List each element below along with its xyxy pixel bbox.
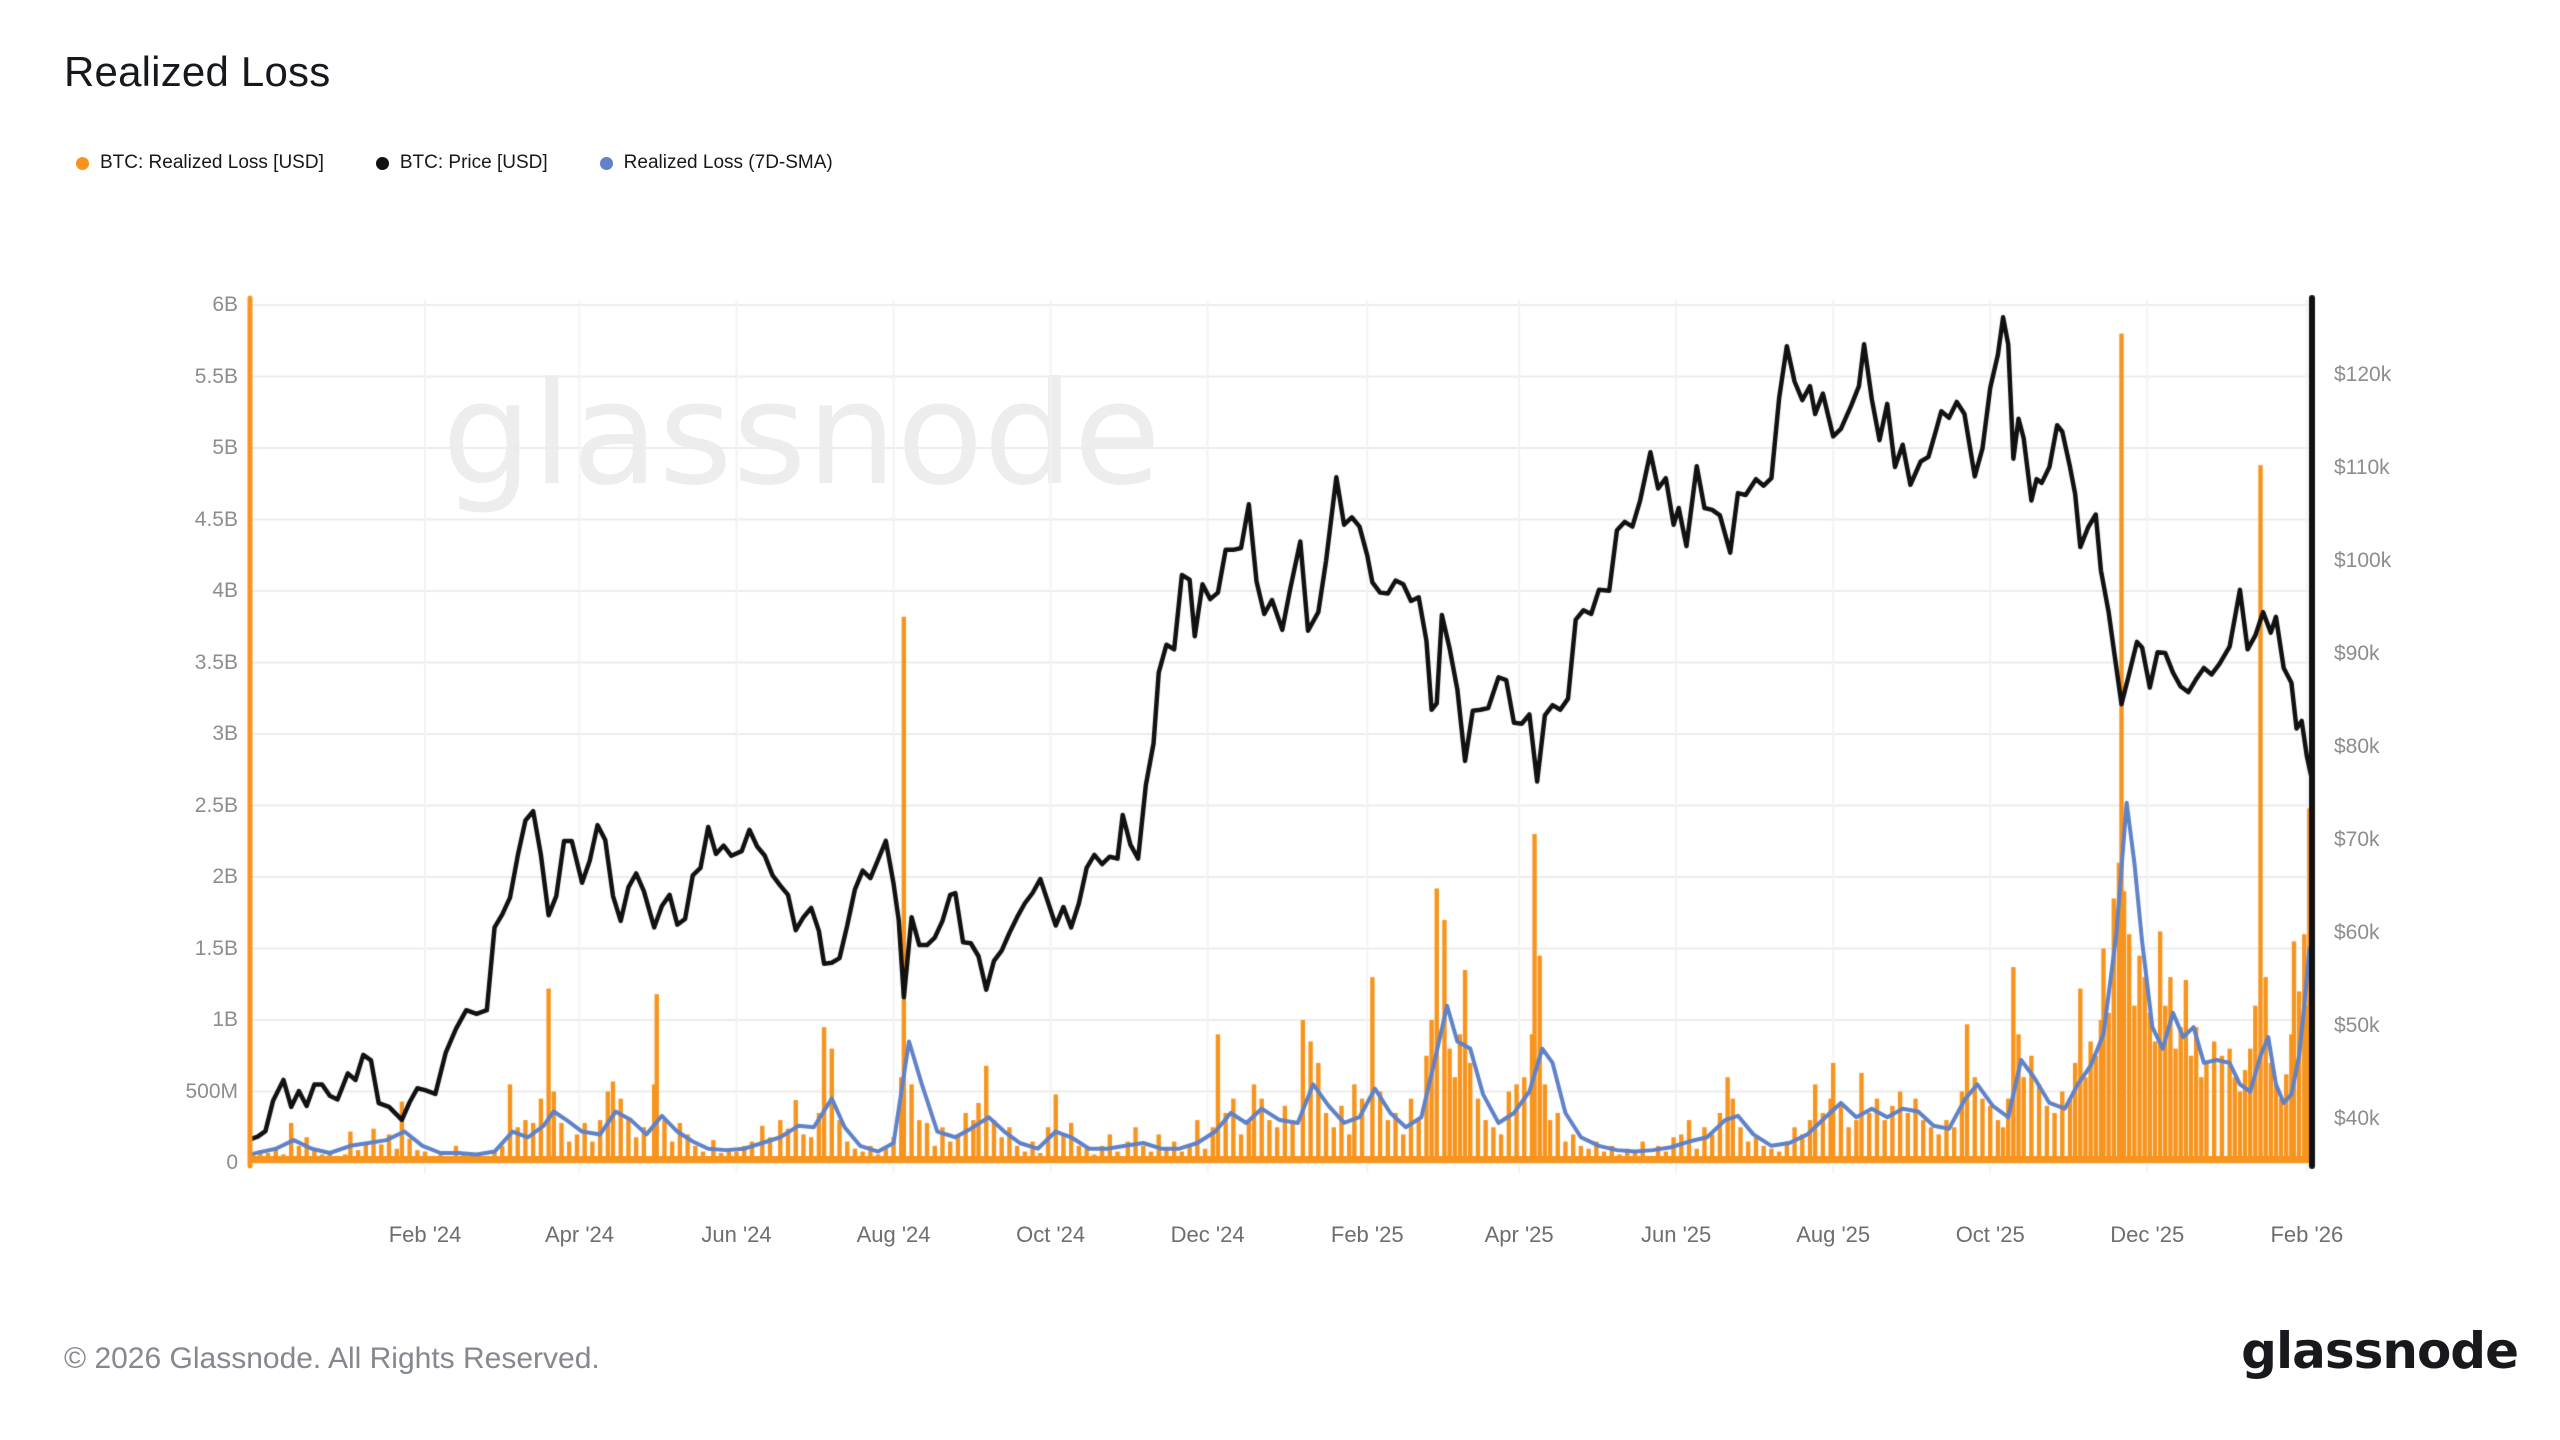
glassnode-logo: glassnode: [2241, 1322, 2519, 1380]
left-axis-tick: 6B: [212, 293, 238, 316]
x-axis-tick: Jun '25: [1641, 1222, 1712, 1247]
x-axis-tick: Apr '24: [544, 1222, 615, 1247]
x-axis-tick: Oct '24: [1016, 1222, 1086, 1247]
x-axis-tick: Feb '26: [2270, 1222, 2344, 1247]
right-axis-tick: $50k: [2334, 1014, 2380, 1037]
right-axis-tick: $90k: [2334, 642, 2380, 665]
left-axis-tick: 4.5B: [194, 507, 238, 531]
right-axis-tick: $60k: [2334, 921, 2380, 944]
right-axis-tick: $80k: [2334, 735, 2380, 758]
right-axis-tick: $110k: [2334, 456, 2390, 479]
x-axis-tick: Dec '24: [1170, 1222, 1245, 1247]
x-axis-tick: Aug '24: [856, 1222, 931, 1247]
x-axis-tick: Oct '25: [1955, 1222, 2025, 1247]
x-axis-tick: Jun '24: [701, 1222, 772, 1247]
x-axis-tick: Aug '25: [1796, 1222, 1871, 1247]
left-axis-tick: 3B: [212, 722, 238, 745]
x-axis-tick: Apr '25: [1484, 1222, 1554, 1247]
right-axis-tick: $100k: [2334, 549, 2392, 572]
left-axis-tick: 3.5B: [194, 650, 238, 674]
left-axis-tick: 5B: [212, 436, 238, 459]
x-axis-tick: Feb '24: [388, 1222, 462, 1247]
left-axis-tick: 1.5B: [194, 936, 238, 960]
left-axis-tick: 4B: [212, 579, 238, 602]
left-axis-tick: 0: [226, 1151, 238, 1174]
copyright-footer: © 2026 Glassnode. All Rights Reserved.: [64, 1342, 600, 1375]
x-axis-tick: Feb '25: [1330, 1222, 1404, 1247]
left-axis-tick: 2.5B: [194, 793, 238, 817]
right-axis-tick: $120k: [2334, 363, 2392, 386]
right-axis-tick: $70k: [2334, 828, 2380, 851]
left-axis-tick: 500M: [185, 1079, 238, 1103]
left-axis-tick: 2B: [212, 865, 238, 888]
right-axis-tick: $40k: [2334, 1107, 2380, 1130]
left-axis-tick: 5.5B: [194, 364, 238, 388]
left-axis-tick: 1B: [212, 1008, 238, 1031]
x-axis-tick: Dec '25: [2110, 1222, 2185, 1247]
